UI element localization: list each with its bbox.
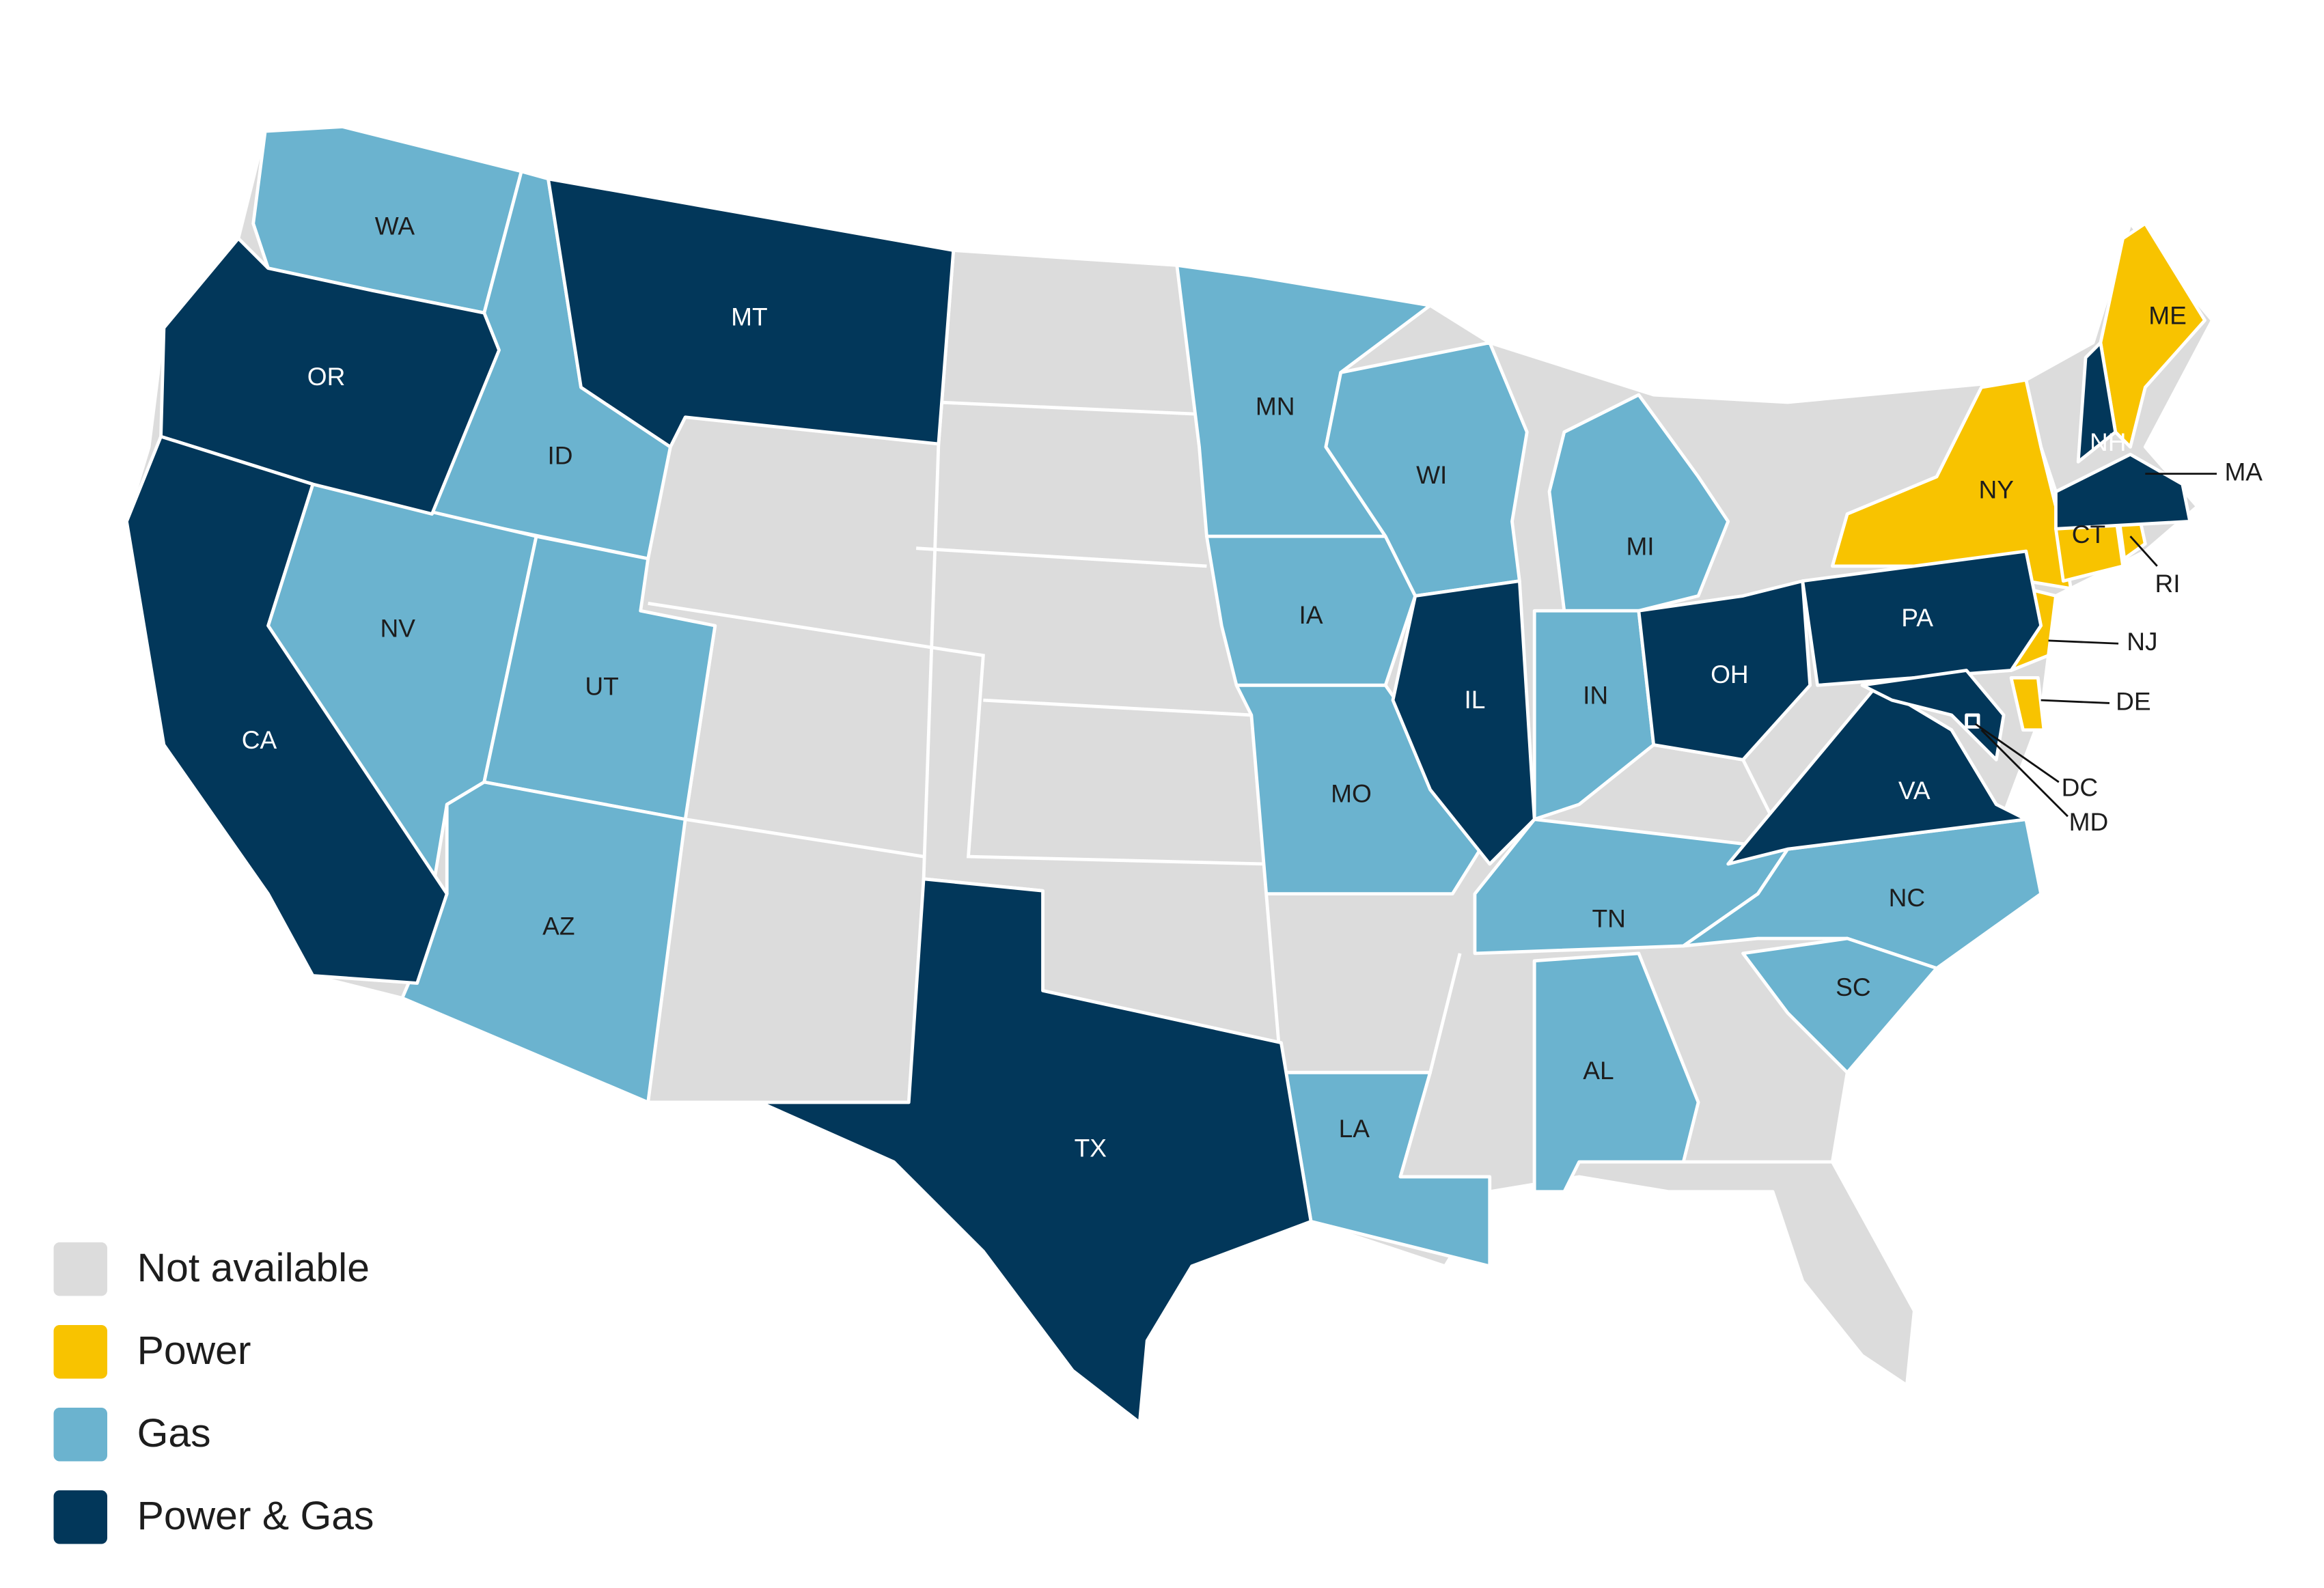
- state-label: IL: [1465, 685, 1486, 714]
- border: [648, 601, 1267, 866]
- state: [1860, 669, 2006, 762]
- state: [1547, 393, 1730, 613]
- state: [1234, 683, 1492, 896]
- state-label: ME: [2148, 301, 2187, 329]
- border: [916, 546, 1207, 568]
- legend-swatch: [53, 1407, 108, 1462]
- state: [2076, 341, 2118, 464]
- state: [1637, 579, 1812, 762]
- legend-swatch: [53, 1490, 108, 1544]
- state-label: RI: [2155, 569, 2180, 598]
- legend: Not available Power Gas Power & Gas: [53, 1242, 374, 1544]
- state-label: NC: [1889, 883, 1926, 912]
- legend-label: Power & Gas: [137, 1494, 374, 1538]
- state: [400, 780, 687, 1104]
- state: [1741, 936, 1939, 1074]
- state-label: SC: [1836, 973, 1871, 1001]
- legend-swatch: [53, 1242, 108, 1296]
- state-label: TX: [1075, 1134, 1107, 1162]
- state-label: IA: [1299, 600, 1323, 629]
- state-label: WA: [375, 212, 415, 240]
- state: [159, 236, 501, 516]
- state-label: MT: [731, 303, 768, 331]
- state-label: NH: [2090, 428, 2127, 456]
- state-label: VA: [1898, 776, 1931, 805]
- state-label: PA: [1901, 603, 1933, 632]
- state-label: ID: [547, 441, 572, 469]
- state-label: MO: [1331, 779, 1372, 807]
- state-label: AL: [1583, 1056, 1614, 1085]
- state-label: MD: [2069, 807, 2109, 836]
- legend-label: Gas: [137, 1411, 211, 1455]
- states: [124, 125, 2207, 1425]
- leader-line: [2048, 639, 2119, 645]
- leader-line: [2129, 535, 2158, 567]
- state-label: CA: [242, 725, 277, 754]
- legend-label: Not available: [137, 1246, 370, 1290]
- legend-label: Power: [137, 1328, 251, 1373]
- state-label: MA: [2224, 457, 2263, 486]
- state-label: IN: [1583, 681, 1608, 710]
- state-label: AZ: [542, 912, 575, 941]
- state: [1532, 951, 1700, 1194]
- state-label: UT: [585, 671, 618, 700]
- state-label: MN: [1256, 391, 1295, 420]
- state-label: LA: [1339, 1114, 1370, 1143]
- legend-swatch: [53, 1324, 108, 1379]
- state-label: OH: [1711, 660, 1749, 688]
- labels: NY ME CT RI NJ DE WA ID NV UT AZ MN IA MO WI MI IN TN AL LA…: [242, 212, 2263, 1162]
- state: [1532, 609, 1656, 821]
- state: [547, 177, 956, 449]
- leader-line: [2041, 699, 2110, 704]
- border: [938, 400, 1200, 416]
- state: [124, 434, 449, 985]
- state: [1801, 549, 2043, 687]
- state-label: NJ: [2127, 627, 2157, 656]
- state-label: NY: [1978, 475, 2014, 504]
- state-label: WI: [1416, 460, 1447, 489]
- state: [2009, 676, 2046, 732]
- state-label: MI: [1626, 531, 1654, 560]
- state-label: DC: [2062, 773, 2099, 802]
- state-label: DE: [2116, 686, 2151, 715]
- state-label: NV: [381, 613, 416, 642]
- border: [983, 698, 1251, 717]
- leader-line: [1974, 723, 2060, 783]
- leader-line: [1980, 729, 2069, 818]
- state-label: CT: [2072, 520, 2105, 548]
- state: [1391, 579, 1536, 866]
- state: [758, 877, 1313, 1425]
- state-label: OR: [307, 362, 346, 391]
- state-label: TN: [1592, 904, 1626, 933]
